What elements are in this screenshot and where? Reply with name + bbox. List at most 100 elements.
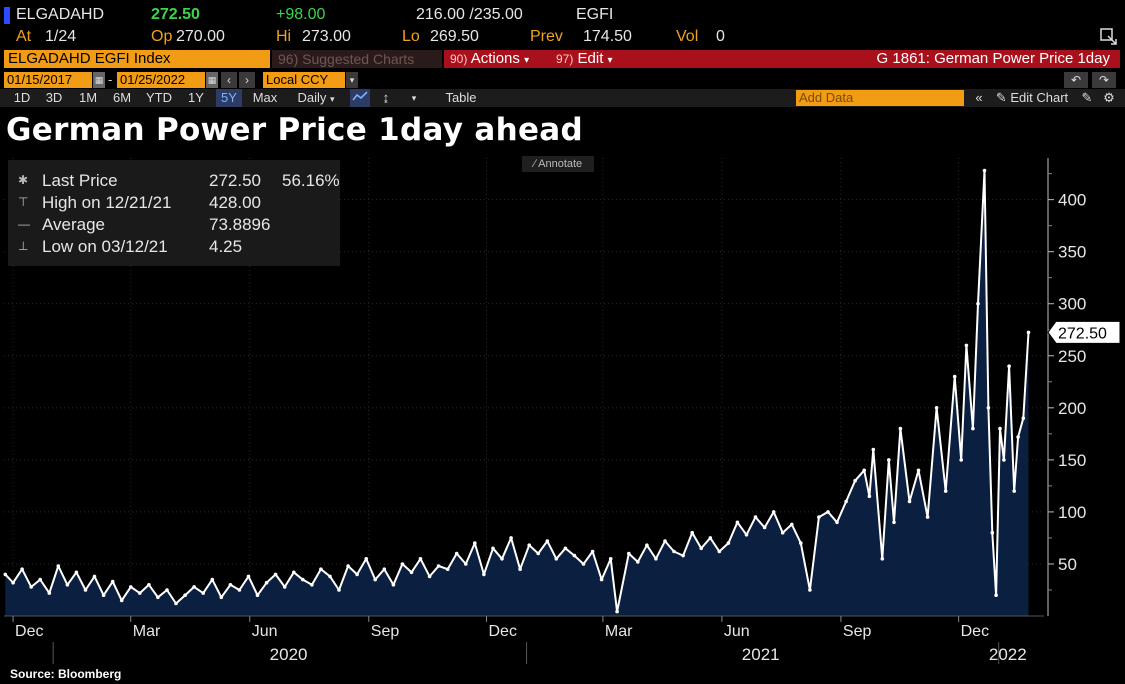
prev-value: 174.50 <box>583 28 632 45</box>
data-point <box>310 583 314 587</box>
data-point <box>92 574 97 579</box>
start-date-field[interactable]: 01/15/2017 <box>4 72 92 88</box>
data-point <box>826 510 830 514</box>
data-point <box>129 585 133 589</box>
data-point <box>328 574 332 579</box>
chevron-down-icon[interactable]: ▾ <box>346 72 358 88</box>
data-point <box>862 468 866 473</box>
security-field[interactable]: ELGADAHD EGFI Index <box>4 50 270 68</box>
data-point <box>780 530 785 535</box>
data-point <box>982 168 987 173</box>
add-data-field[interactable]: Add Data <box>796 90 964 106</box>
bar-chart-icon[interactable]: ↨ <box>382 90 390 105</box>
data-point <box>536 551 540 556</box>
period-max[interactable]: Max <box>252 90 278 105</box>
frequency-select[interactable]: Daily ▾ <box>288 89 344 107</box>
actions-label: Actions <box>470 50 520 67</box>
y-tick-label: 100 <box>1058 503 1086 522</box>
suggested-charts-button[interactable]: 96) Suggested Charts <box>272 50 442 68</box>
period-6m[interactable]: 6M <box>112 90 132 105</box>
data-point <box>817 515 821 519</box>
data-point <box>867 494 872 499</box>
calendar-icon[interactable]: ▦ <box>93 72 105 88</box>
chevron-down-icon: ▾ <box>524 55 530 66</box>
gear-icon[interactable]: ⚙ <box>1103 90 1115 105</box>
data-point <box>627 551 631 556</box>
edit-chart-label: Edit Chart <box>1010 90 1069 105</box>
data-point <box>373 577 378 582</box>
data-point <box>418 557 423 561</box>
data-point <box>636 560 640 564</box>
y-tick-label: 250 <box>1058 347 1086 366</box>
data-point <box>663 539 667 543</box>
actions-menu[interactable]: 90) Actions ▾ <box>450 50 529 68</box>
actions-num: 90) <box>450 52 468 66</box>
chevron-down-icon[interactable]: ▾ <box>411 93 417 103</box>
end-date-field[interactable]: 01/25/2022 <box>117 72 205 88</box>
pencil-icon: ✎ <box>995 90 1007 105</box>
data-point <box>74 570 79 575</box>
data-point <box>500 557 504 561</box>
chart-legend[interactable]: ✱ Last Price 272.50 56.16% ⊤ High on 12/… <box>8 160 340 266</box>
chevron-left-icon[interactable]: ‹ <box>221 72 237 88</box>
edit-chart-button[interactable]: ✎ Edit Chart <box>990 89 1074 107</box>
data-point <box>892 520 896 525</box>
data-point <box>934 406 939 410</box>
y-tick-label: 350 <box>1058 243 1086 262</box>
popout-icon[interactable] <box>1100 28 1118 46</box>
undo-icon[interactable]: ↶ <box>1064 72 1088 88</box>
edit-label: Edit <box>577 50 604 67</box>
data-point <box>971 426 975 431</box>
annotate-button[interactable]: ∕ Annotate <box>522 156 594 172</box>
price-chart[interactable]: 50 100 150 200 250 300 350 400 272.50 Dec Mar Jun Se… <box>0 150 1125 665</box>
data-point <box>56 564 61 568</box>
data-point <box>599 577 604 582</box>
edit-icon[interactable]: ✎ <box>1081 90 1093 105</box>
legend-avg-label: Average <box>42 215 106 234</box>
x-tick-label: Mar <box>133 623 161 640</box>
chevron-right-icon[interactable]: › <box>239 72 255 88</box>
data-point <box>246 574 251 579</box>
currency-select[interactable]: Local CCY <box>263 72 345 88</box>
redo-icon[interactable]: ↷ <box>1092 72 1116 88</box>
period-1y[interactable]: 1Y <box>188 90 204 105</box>
average-marker-icon: — <box>18 217 30 231</box>
chart-id-label: G 1861: German Power Price 1day <box>876 50 1110 67</box>
line-chart-icon[interactable] <box>350 89 370 107</box>
data-point <box>1012 489 1016 493</box>
data-point <box>672 549 676 554</box>
period-5y[interactable]: 5Y <box>216 89 242 107</box>
data-point <box>990 530 995 535</box>
period-ytd[interactable]: YTD <box>146 90 172 105</box>
y-tick-label: 300 <box>1058 295 1086 314</box>
data-point <box>986 406 991 410</box>
at-label: At <box>16 28 32 45</box>
data-point <box>391 583 396 587</box>
data-point <box>337 588 341 592</box>
data-point <box>65 583 70 587</box>
calendar-icon[interactable]: ▦ <box>206 72 218 88</box>
data-point <box>916 468 921 473</box>
data-point <box>887 458 891 462</box>
data-point <box>264 580 269 585</box>
data-point <box>147 583 151 587</box>
data-point <box>3 572 8 577</box>
period-3d[interactable]: 3D <box>45 90 63 105</box>
year-label: 2022 <box>989 645 1027 664</box>
period-1m[interactable]: 1M <box>78 90 98 105</box>
data-point <box>545 539 550 543</box>
period-1d[interactable]: 1D <box>13 90 31 105</box>
high-marker-icon: ⊤ <box>18 195 29 209</box>
collapse-icon[interactable]: « <box>975 90 983 105</box>
edit-menu[interactable]: 97) Edit ▾ <box>556 50 613 68</box>
data-point <box>554 557 559 561</box>
table-button[interactable]: Table <box>445 90 477 105</box>
year-label: 2021 <box>742 645 780 664</box>
data-point <box>762 525 767 530</box>
data-point <box>382 567 387 571</box>
data-point <box>445 567 450 571</box>
data-point <box>509 536 513 540</box>
x-tick-label: Jun <box>252 623 278 640</box>
frequency-label: Daily <box>297 90 327 105</box>
data-point <box>11 580 15 585</box>
